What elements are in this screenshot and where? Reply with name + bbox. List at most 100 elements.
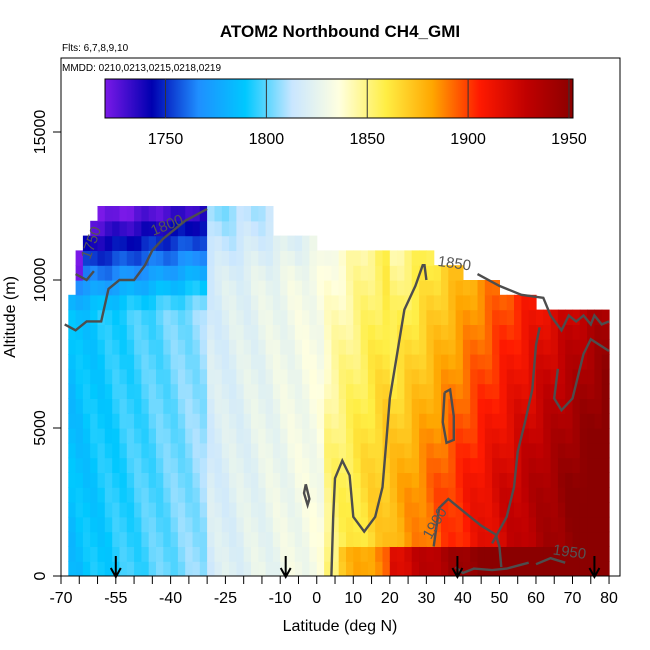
heatmap-cell bbox=[156, 265, 164, 281]
heatmap-cell bbox=[404, 442, 413, 459]
heatmap-cell bbox=[302, 561, 310, 576]
heatmap-cell bbox=[484, 309, 493, 325]
heatmap-cell bbox=[199, 235, 208, 251]
heatmap-cell bbox=[441, 265, 449, 281]
heatmap-cell bbox=[170, 487, 179, 503]
heatmap-cell bbox=[82, 428, 91, 444]
heatmap-cell bbox=[477, 309, 486, 325]
heatmap-cell bbox=[156, 383, 164, 399]
heatmap-cell bbox=[521, 398, 530, 414]
heatmap-cell bbox=[294, 398, 303, 414]
heatmap-cell bbox=[229, 413, 237, 429]
heatmap-cell bbox=[367, 561, 376, 576]
heatmap-cell bbox=[419, 398, 427, 414]
heatmap-cell bbox=[492, 398, 500, 414]
heatmap-cell bbox=[221, 339, 230, 355]
heatmap-cell bbox=[375, 280, 384, 296]
heatmap-cell bbox=[258, 561, 267, 576]
heatmap-cell bbox=[462, 487, 471, 503]
heatmap-cell bbox=[97, 398, 106, 414]
heatmap-cell bbox=[251, 428, 259, 444]
heatmap-cell bbox=[375, 339, 384, 355]
heatmap-cell bbox=[90, 428, 99, 444]
heatmap-cell bbox=[243, 324, 252, 340]
heatmap-cell bbox=[448, 502, 457, 518]
heatmap-cell bbox=[141, 561, 150, 576]
heatmap-cell bbox=[214, 354, 223, 370]
contour-label-1950: 1950 bbox=[552, 542, 587, 563]
heatmap-cell bbox=[448, 354, 457, 370]
heatmap-cell bbox=[82, 502, 91, 518]
heatmap-cell bbox=[404, 265, 413, 281]
heatmap-cell bbox=[316, 339, 325, 355]
heatmap-cell bbox=[331, 280, 340, 296]
heatmap-cell bbox=[316, 265, 325, 281]
heatmap-cell bbox=[104, 206, 113, 222]
heatmap-cell bbox=[382, 531, 391, 547]
heatmap-cell bbox=[141, 546, 150, 562]
heatmap-cell bbox=[528, 324, 537, 340]
heatmap-cell bbox=[236, 280, 245, 296]
heatmap-cell bbox=[287, 531, 296, 547]
heatmap-cell bbox=[221, 235, 230, 251]
heatmap-cell bbox=[324, 368, 332, 385]
heatmap-cell bbox=[382, 561, 391, 576]
heatmap-cell bbox=[229, 250, 237, 266]
heatmap-cell bbox=[536, 516, 544, 533]
heatmap-cell bbox=[221, 265, 230, 281]
heatmap-cell bbox=[557, 516, 566, 533]
heatmap-cell bbox=[214, 442, 223, 459]
heatmap-cell bbox=[199, 472, 208, 488]
heatmap-cell bbox=[236, 265, 245, 281]
heatmap-cell bbox=[389, 457, 398, 473]
heatmap-cell bbox=[309, 398, 318, 414]
heatmap-cell bbox=[601, 561, 610, 576]
contour-label-1850: 1850 bbox=[437, 253, 472, 274]
heatmap-cell bbox=[353, 250, 362, 266]
heatmap-cell bbox=[433, 294, 442, 311]
heatmap-cell bbox=[251, 442, 259, 459]
heatmap-cell bbox=[572, 354, 581, 370]
heatmap-cell bbox=[579, 413, 588, 429]
heatmap-cell bbox=[119, 561, 128, 576]
heatmap-cell bbox=[112, 368, 121, 385]
heatmap-cell bbox=[411, 294, 420, 311]
heatmap-cell bbox=[221, 354, 230, 370]
heatmap-cell bbox=[199, 398, 208, 414]
heatmap-cell bbox=[82, 250, 91, 266]
heatmap-cell bbox=[338, 324, 347, 340]
heatmap-cell bbox=[104, 265, 113, 281]
heatmap-cell bbox=[470, 354, 479, 370]
heatmap-cell bbox=[112, 339, 121, 355]
heatmap-cell bbox=[148, 398, 157, 414]
heatmap-cell bbox=[572, 487, 581, 503]
heatmap-cell bbox=[426, 368, 435, 385]
heatmap-cell bbox=[294, 324, 303, 340]
heatmap-cell bbox=[156, 413, 164, 429]
heatmap-cell bbox=[419, 516, 427, 533]
heatmap-cell bbox=[68, 487, 77, 503]
heatmap-cell bbox=[389, 428, 398, 444]
heatmap-cell bbox=[243, 294, 252, 311]
heatmap-cell bbox=[287, 368, 296, 385]
heatmap-cell bbox=[68, 428, 77, 444]
heatmap-cell bbox=[126, 428, 135, 444]
heatmap-cell bbox=[587, 472, 595, 488]
heatmap-cell bbox=[404, 546, 413, 562]
heatmap-cell bbox=[462, 339, 471, 355]
heatmap-cell bbox=[272, 324, 281, 340]
heatmap-cell bbox=[243, 206, 252, 222]
heatmap-cell bbox=[433, 383, 442, 399]
heatmap-cell bbox=[338, 398, 347, 414]
heatmap-cell bbox=[170, 413, 179, 429]
heatmap-cell bbox=[382, 516, 391, 533]
heatmap-cell bbox=[104, 220, 113, 237]
heatmap-cell bbox=[214, 516, 223, 533]
heatmap-cell bbox=[126, 354, 135, 370]
heatmap-cell bbox=[572, 368, 581, 385]
heatmap-cell bbox=[367, 383, 376, 399]
heatmap-cell bbox=[236, 428, 245, 444]
heatmap-cell bbox=[192, 561, 201, 576]
heatmap-cell bbox=[258, 546, 267, 562]
heatmap-cell bbox=[601, 309, 610, 325]
